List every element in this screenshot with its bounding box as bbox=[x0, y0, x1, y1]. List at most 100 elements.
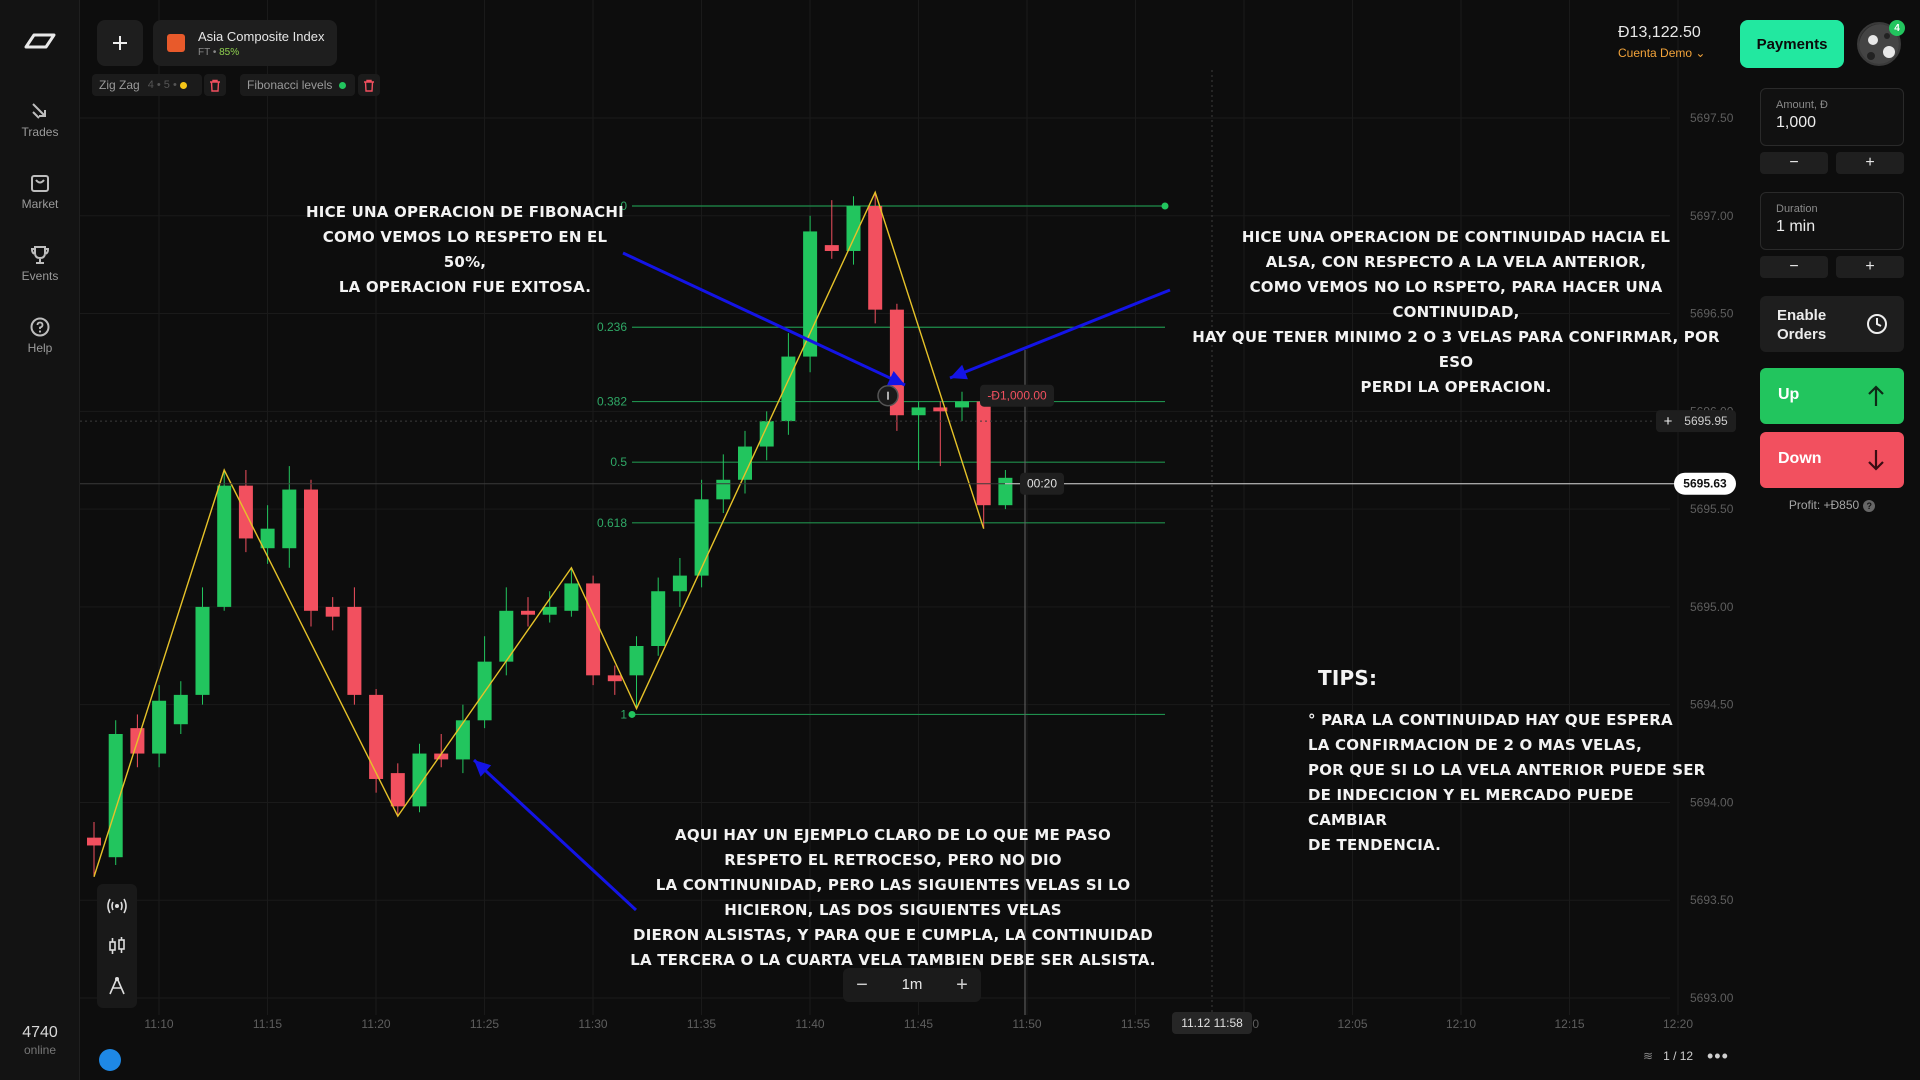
y-tick-label: 5695.50 bbox=[1690, 502, 1734, 516]
duration-increase-button[interactable]: + bbox=[1836, 256, 1904, 278]
candle-body bbox=[955, 401, 969, 408]
amount-increase-button[interactable]: + bbox=[1836, 152, 1904, 174]
timeframe-value[interactable]: 1m bbox=[901, 976, 923, 993]
fib-handle bbox=[628, 710, 636, 718]
candle-body bbox=[347, 606, 362, 695]
duration-value[interactable]: 1 min bbox=[1776, 218, 1816, 235]
x-tick-label: 12:10 bbox=[1446, 1017, 1476, 1031]
candle-body bbox=[933, 407, 948, 412]
minus-icon: − bbox=[1789, 154, 1799, 171]
timer-tag bbox=[1020, 472, 1064, 495]
crosshair-plus-icon: + bbox=[1664, 413, 1673, 430]
indicator-name: Fibonacci levels bbox=[247, 78, 333, 92]
market-icon bbox=[31, 175, 49, 192]
y-tick-label: 5694.00 bbox=[1690, 795, 1734, 809]
x-tick-label: 11:35 bbox=[687, 1017, 716, 1031]
amount-value[interactable]: 1,000 bbox=[1776, 114, 1817, 131]
profit-value: Profit: +Đ850 bbox=[1788, 498, 1860, 512]
payments-button[interactable]: Payments bbox=[1740, 20, 1844, 68]
indicator-color-dot bbox=[339, 81, 347, 89]
candle-body bbox=[455, 720, 470, 760]
x-tick-label: 11:50 bbox=[1012, 1017, 1041, 1031]
fib-level-label: 0.5 bbox=[610, 455, 627, 469]
cursor-time-label: 11.12 11:58 bbox=[1181, 1016, 1243, 1030]
left-sidebar: Trades Market Events Help 4740 online bbox=[0, 0, 80, 1080]
amount-label: Amount, Đ bbox=[1776, 99, 1828, 111]
asset-name: Asia Composite Index bbox=[198, 29, 325, 44]
remove-zigzag-button[interactable] bbox=[204, 74, 226, 96]
compass-icon bbox=[109, 977, 125, 995]
y-tick-label: 5697.50 bbox=[1690, 111, 1734, 125]
asset-subtitle: FT • 85% bbox=[198, 47, 240, 58]
candle-body bbox=[998, 477, 1013, 506]
online-count: 4740 bbox=[22, 1024, 58, 1041]
help-icon[interactable]: ? bbox=[1863, 500, 1876, 512]
x-tick-label: 11:15 bbox=[253, 1017, 282, 1031]
current-price-tag bbox=[1674, 472, 1736, 495]
enable-orders-button[interactable]: Enable Orders bbox=[1760, 296, 1904, 352]
candle-body bbox=[173, 694, 188, 725]
drawing-tool-button[interactable] bbox=[97, 966, 137, 1006]
sidebar-item-label: Events bbox=[21, 269, 59, 283]
account-selector[interactable]: Cuenta Demo ⌄ bbox=[1618, 46, 1705, 60]
timeframe-selector: − 1m + bbox=[843, 968, 981, 1002]
sidebar-item-trades[interactable]: Trades bbox=[0, 100, 80, 139]
up-button[interactable]: Up bbox=[1760, 368, 1904, 424]
cursor-time-tag bbox=[1172, 1012, 1252, 1034]
chart-type-button[interactable] bbox=[97, 926, 137, 966]
indicator-color-dot bbox=[179, 81, 187, 89]
sidebar-item-events[interactable]: Events bbox=[0, 244, 80, 283]
amount-decrease-button[interactable]: − bbox=[1760, 152, 1828, 174]
signals-tool-button[interactable] bbox=[97, 886, 137, 926]
trade-result-tag bbox=[980, 384, 1054, 407]
amount-field[interactable]: Amount, Đ 1,000 bbox=[1760, 88, 1904, 146]
add-chart-button[interactable] bbox=[97, 20, 143, 66]
x-tick-label: 11:45 bbox=[904, 1017, 933, 1031]
indicator-params: 4 • 5 • bbox=[147, 79, 177, 91]
sidebar-item-help[interactable]: Help bbox=[0, 316, 80, 355]
y-tick-label: 5694.50 bbox=[1690, 698, 1734, 712]
asset-flag-icon bbox=[167, 34, 185, 52]
x-tick-label: 12:05 bbox=[1337, 1017, 1367, 1031]
annotation-fibonacci: Hice una operacion de fibonachi como vem… bbox=[306, 203, 624, 296]
up-label: Up bbox=[1778, 386, 1800, 403]
candle-body bbox=[434, 753, 449, 760]
annotation-arrow-example bbox=[472, 758, 638, 912]
annotation-example: Aqui hay un ejemplo claro de lo que me p… bbox=[630, 826, 1156, 969]
crosshair-price-label: 5695.95 bbox=[1684, 414, 1728, 428]
arrow-up-icon bbox=[1868, 385, 1884, 406]
chart-scroll-handle[interactable] bbox=[99, 1049, 121, 1071]
candle-body bbox=[738, 446, 752, 480]
candle-body bbox=[564, 583, 579, 611]
candle-body bbox=[369, 694, 384, 779]
candle-body bbox=[108, 734, 123, 858]
duration-field[interactable]: Duration 1 min bbox=[1760, 192, 1904, 250]
x-tick-label: 12:20 bbox=[1663, 1017, 1693, 1031]
account-name: Cuenta Demo bbox=[1618, 46, 1693, 60]
x-tick-label: 11:10 bbox=[144, 1017, 173, 1031]
indicator-zigzag[interactable]: Zig Zag 4 • 5 • bbox=[92, 74, 202, 96]
duration-decrease-button[interactable]: − bbox=[1760, 256, 1828, 278]
candle-body bbox=[976, 401, 991, 506]
annotation-arrow-fib-head bbox=[887, 371, 905, 386]
online-label: online bbox=[23, 1043, 57, 1057]
chart-tools bbox=[97, 884, 137, 1008]
annotation-continuity: Hice una operacion de continuidad hacia … bbox=[1192, 228, 1720, 396]
sidebar-item-market[interactable]: Market bbox=[0, 172, 80, 211]
down-button[interactable]: Down bbox=[1760, 432, 1904, 488]
indicator-fibonacci[interactable]: Fibonacci levels bbox=[240, 74, 355, 96]
asset-selector[interactable]: Asia Composite Index FT • 85% bbox=[153, 20, 337, 66]
app-logo-icon[interactable] bbox=[22, 30, 58, 52]
timeframe-increase-button[interactable]: + bbox=[956, 973, 968, 996]
remove-fibonacci-button[interactable] bbox=[358, 74, 380, 96]
y-tick-label: 5695.00 bbox=[1690, 600, 1734, 614]
timeframe-decrease-button[interactable]: − bbox=[856, 973, 868, 996]
tips-body: ° Para la continuidad hay que espera la … bbox=[1308, 711, 1706, 854]
annotation-arrow-fib bbox=[622, 251, 906, 387]
price-chart[interactable]: 11:10 11:15 11:20 11:25 11:30 11:35 11:40 11:45… bbox=[0, 0, 1760, 1080]
trades-icon bbox=[32, 103, 46, 119]
arrow-down-icon bbox=[1868, 450, 1884, 471]
more-options-icon[interactable]: ••• bbox=[1707, 1046, 1729, 1066]
chart-pager[interactable]: ≋ 1 / 12 bbox=[1643, 1049, 1693, 1063]
y-tick-label: 5693.50 bbox=[1690, 893, 1734, 907]
